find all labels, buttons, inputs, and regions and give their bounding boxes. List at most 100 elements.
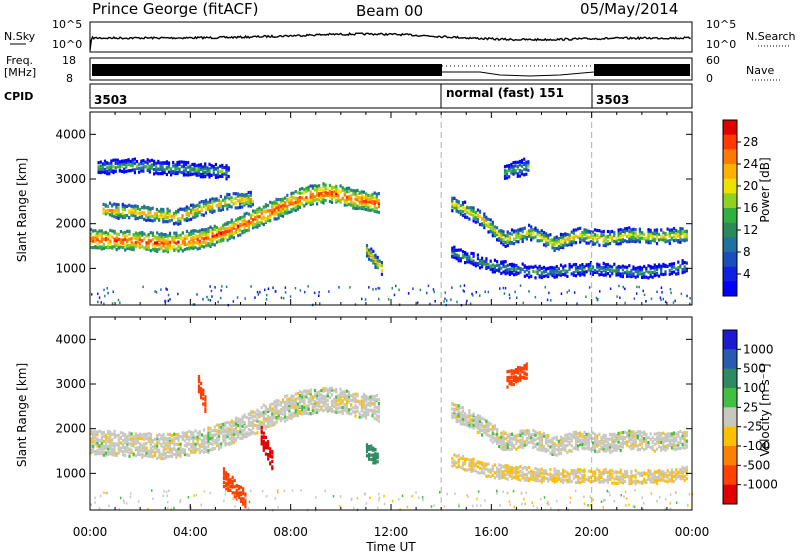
heatmap-cell: [647, 474, 650, 478]
heatmap-cell: [681, 261, 684, 265]
heatmap-cell: [470, 469, 473, 473]
heatmap-cell: [205, 440, 208, 444]
heatmap-cell: [660, 440, 663, 444]
heatmap-cell: [195, 172, 198, 176]
heatmap-cell: [672, 436, 676, 440]
heatmap-cell: [572, 235, 575, 239]
heatmap-cell: [213, 224, 216, 228]
heatmap-cell: [470, 260, 473, 264]
heatmap-cell: [466, 205, 469, 209]
heatmap-cell: [207, 441, 210, 445]
heatmap-cell: [619, 431, 622, 435]
heatmap-cell: [518, 159, 521, 164]
heatmap-cell: [549, 272, 552, 276]
heatmap-cell: [636, 272, 639, 276]
heatmap-cell: [139, 245, 142, 250]
heatmap-cell: [160, 237, 163, 241]
heatmap-cell: [237, 430, 240, 434]
heatmap-cell: [369, 208, 372, 212]
heatmap-cell: [356, 193, 359, 197]
heatmap-cell: [468, 210, 471, 214]
heatmap-cell: [559, 451, 563, 455]
heatmap-cell: [277, 208, 280, 212]
heatmap-cell: [677, 272, 680, 276]
heatmap-cell: [267, 217, 270, 221]
heatmap-cell: [205, 436, 208, 440]
heatmap-cell: [275, 210, 278, 214]
heatmap-cell: [171, 235, 174, 239]
heatmap-cell: [534, 264, 537, 268]
heatmap-cell: [330, 399, 334, 403]
heatmap-cell: [348, 394, 351, 399]
heatmap-cell: [670, 230, 673, 234]
heatmap-cell: [281, 408, 285, 412]
heatmap-cell: [245, 196, 248, 200]
heatmap-cell: [195, 164, 198, 168]
heatmap-cell: [534, 473, 537, 477]
heatmap-cell: [513, 242, 516, 246]
heatmap-cell: [453, 248, 456, 252]
heatmap-cell: [175, 451, 178, 455]
heatmap-cell: [455, 255, 458, 260]
heatmap-cell: [183, 207, 186, 211]
heatmap-cell: [209, 244, 212, 248]
heatmap-cell: [519, 434, 522, 438]
heatmap-cell: [147, 449, 150, 453]
heatmap-cell: [489, 434, 492, 438]
heatmap-cell: [171, 447, 174, 451]
heatmap-cell: [570, 433, 573, 437]
heatmap-cell: [481, 424, 484, 428]
heatmap-cell: [660, 477, 663, 481]
heatmap-cell: [316, 198, 319, 202]
heatmap-cell: [564, 433, 567, 437]
heatmap-cell: [628, 445, 631, 449]
heatmap-cell: [252, 410, 255, 414]
heatmap-cell: [653, 474, 656, 478]
heatmap-cell: [316, 184, 319, 188]
heatmap-cell: [453, 403, 456, 407]
heatmap-cell: [613, 438, 616, 442]
heatmap-cell: [177, 438, 180, 442]
heatmap-cell: [634, 266, 637, 271]
heatmap-cell: [493, 439, 496, 443]
heatmap-cell: [224, 198, 227, 202]
heatmap-cell: [167, 163, 171, 167]
heatmap-cell: [90, 238, 93, 242]
heatmap-cell: [369, 199, 372, 203]
heatmap-cell: [123, 214, 127, 218]
heatmap-cell: [219, 200, 222, 204]
heatmap-cell: [587, 434, 590, 438]
heatmap-cell: [613, 477, 616, 481]
heatmap-cell: [235, 426, 238, 430]
heatmap-cell: [683, 446, 686, 450]
heatmap-cell: [579, 273, 582, 277]
heatmap-cell: [604, 273, 607, 277]
heatmap-cell: [378, 263, 381, 267]
heatmap-cell: [566, 433, 569, 437]
heatmap-cell: [117, 211, 120, 215]
heatmap-cell: [564, 478, 567, 482]
heatmap-cell: [108, 209, 112, 213]
heatmap-cell: [683, 433, 686, 437]
heatmap-cell: [161, 170, 164, 174]
heatmap-cell: [664, 263, 667, 267]
heatmap-cell: [339, 405, 342, 410]
heatmap-cell: [154, 454, 157, 458]
heatmap-cell: [175, 453, 178, 457]
heatmap-cell: [668, 235, 671, 239]
heatmap-cell: [377, 404, 380, 409]
heatmap-cell: [130, 436, 133, 440]
heatmap-cell: [360, 409, 363, 413]
heatmap-cell: [182, 169, 185, 173]
heatmap-cell: [677, 266, 680, 270]
heatmap-cell: [560, 292, 563, 295]
heatmap-cell: [664, 235, 667, 239]
heatmap-cell: [606, 479, 609, 483]
heatmap-cell: [119, 431, 122, 435]
nsearch-tick-top: 10^5: [706, 18, 736, 31]
heatmap-cell: [156, 236, 159, 240]
heatmap-cell: [626, 240, 629, 244]
heatmap-cell: [583, 239, 586, 243]
heatmap-cell: [581, 231, 584, 235]
heatmap-cell: [166, 220, 169, 224]
